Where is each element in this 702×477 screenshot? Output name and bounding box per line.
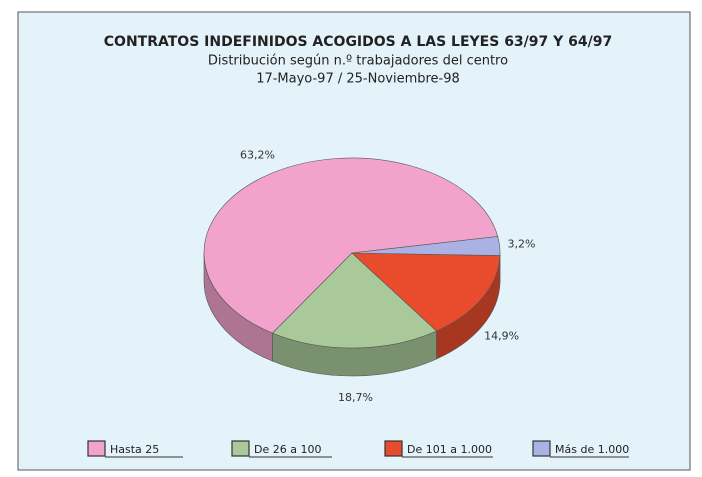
data-label: 63,2% (240, 149, 275, 162)
data-label: 18,7% (338, 391, 373, 404)
chart-subtitle: Distribución según n.º trabajadores del … (208, 54, 508, 69)
legend-swatch (87, 440, 106, 457)
chart-title: CONTRATOS INDEFINIDOS ACOGIDOS A LAS LEY… (104, 34, 612, 50)
legend-swatch (384, 440, 403, 457)
data-label: 14,9% (484, 330, 519, 343)
legend-label: De 26 a 100 (254, 443, 321, 456)
legend-label: Hasta 25 (110, 443, 159, 456)
legend-label: Más de 1.000 (555, 443, 629, 456)
slice (351, 236, 501, 256)
legend-swatch (532, 440, 551, 457)
chart-subtitle: 17-Mayo-97 / 25-Noviembre-98 (256, 72, 460, 87)
legend-swatch (231, 440, 250, 457)
slice (351, 252, 501, 332)
legend-label: De 101 a 1.000 (407, 443, 492, 456)
slice (203, 157, 499, 334)
slice (271, 252, 438, 349)
data-label: 3,2% (508, 237, 536, 250)
